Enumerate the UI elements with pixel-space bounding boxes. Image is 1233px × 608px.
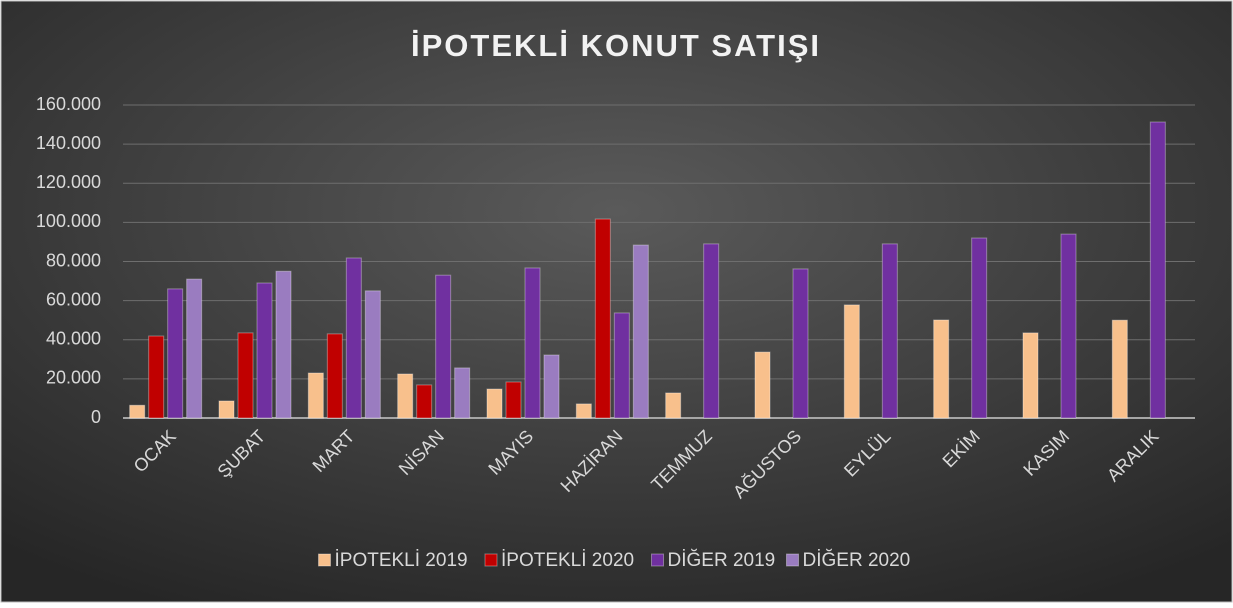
bar [843,304,860,419]
bar [933,319,950,419]
bar [218,400,235,419]
bar [575,403,592,419]
bar [486,388,503,419]
legend-swatch [318,553,331,567]
bar [307,372,324,419]
bar [186,278,203,419]
bar [1060,233,1077,419]
y-tick-label: 20.000 [46,368,101,388]
y-tick-label: 100.000 [36,211,101,231]
bar [416,384,433,419]
legend-label: DİĞER 2019 [668,549,776,571]
bar [1149,121,1166,419]
y-tick-label: 40.000 [46,329,101,349]
bar [454,367,471,419]
bar [345,257,362,419]
y-tick-label: 80.000 [46,250,101,270]
legend-label: İPOTEKLİ 2019 [335,550,468,571]
y-tick-label: 140.000 [36,133,101,153]
y-tick-label: 160.000 [36,94,101,114]
bar [613,312,630,419]
bar [505,381,522,419]
bar [792,268,809,419]
bar [665,392,682,419]
y-tick-label: 120.000 [36,172,101,192]
bar [326,333,343,419]
bar [364,290,381,419]
legend-label: İPOTEKLİ 2020 [501,550,634,571]
bar [632,244,649,419]
bar [543,354,560,419]
bar [524,267,541,419]
bar [167,288,184,419]
y-tick-label: 60.000 [46,289,101,309]
bar [881,243,898,419]
legend-swatch [651,553,664,567]
y-tick-label: 0 [91,407,101,427]
bar [1022,332,1039,419]
bar [754,351,771,419]
legend-label: DİĞER 2020 [803,549,911,571]
chart-title: İPOTEKLİ KONUT SATIŞI [411,28,821,63]
legend-swatch [786,553,799,567]
bar [129,404,146,419]
bar [1111,319,1128,419]
bar [435,274,452,419]
bar [971,237,988,419]
bar [256,282,273,419]
bar [275,270,292,419]
legend-swatch [484,553,498,567]
bar [148,335,165,419]
bar [237,332,254,419]
bar [397,373,414,419]
bar [703,243,720,419]
bar [594,218,611,419]
